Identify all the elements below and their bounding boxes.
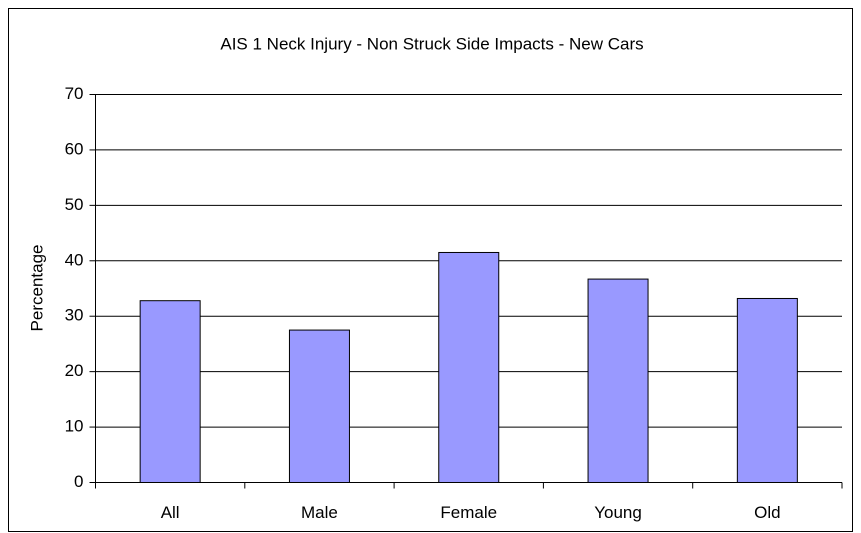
bar: [288, 329, 350, 484]
y-tick-label: 70: [65, 84, 84, 103]
y-axis-label: Percentage: [27, 245, 46, 332]
y-tick-label: 10: [65, 417, 84, 436]
bar: [139, 300, 201, 483]
y-tick-label: 60: [65, 139, 84, 158]
y-tick-label: 20: [65, 361, 84, 380]
bar: [438, 251, 500, 483]
y-tick-label: 50: [65, 195, 84, 214]
x-tick-label: Old: [754, 503, 780, 522]
x-tick-label: All: [161, 503, 180, 522]
bar: [736, 297, 798, 483]
bar: [587, 278, 649, 483]
y-tick-label: 30: [65, 306, 84, 325]
y-tick-label: 0: [74, 472, 83, 491]
chart-title: AIS 1 Neck Injury - Non Struck Side Impa…: [220, 34, 643, 53]
y-tick-label: 40: [65, 250, 84, 269]
chart-border: [8, 8, 853, 532]
x-tick-label: Male: [301, 503, 338, 522]
x-tick-label: Young: [594, 503, 642, 522]
x-tick-label: Female: [440, 503, 497, 522]
